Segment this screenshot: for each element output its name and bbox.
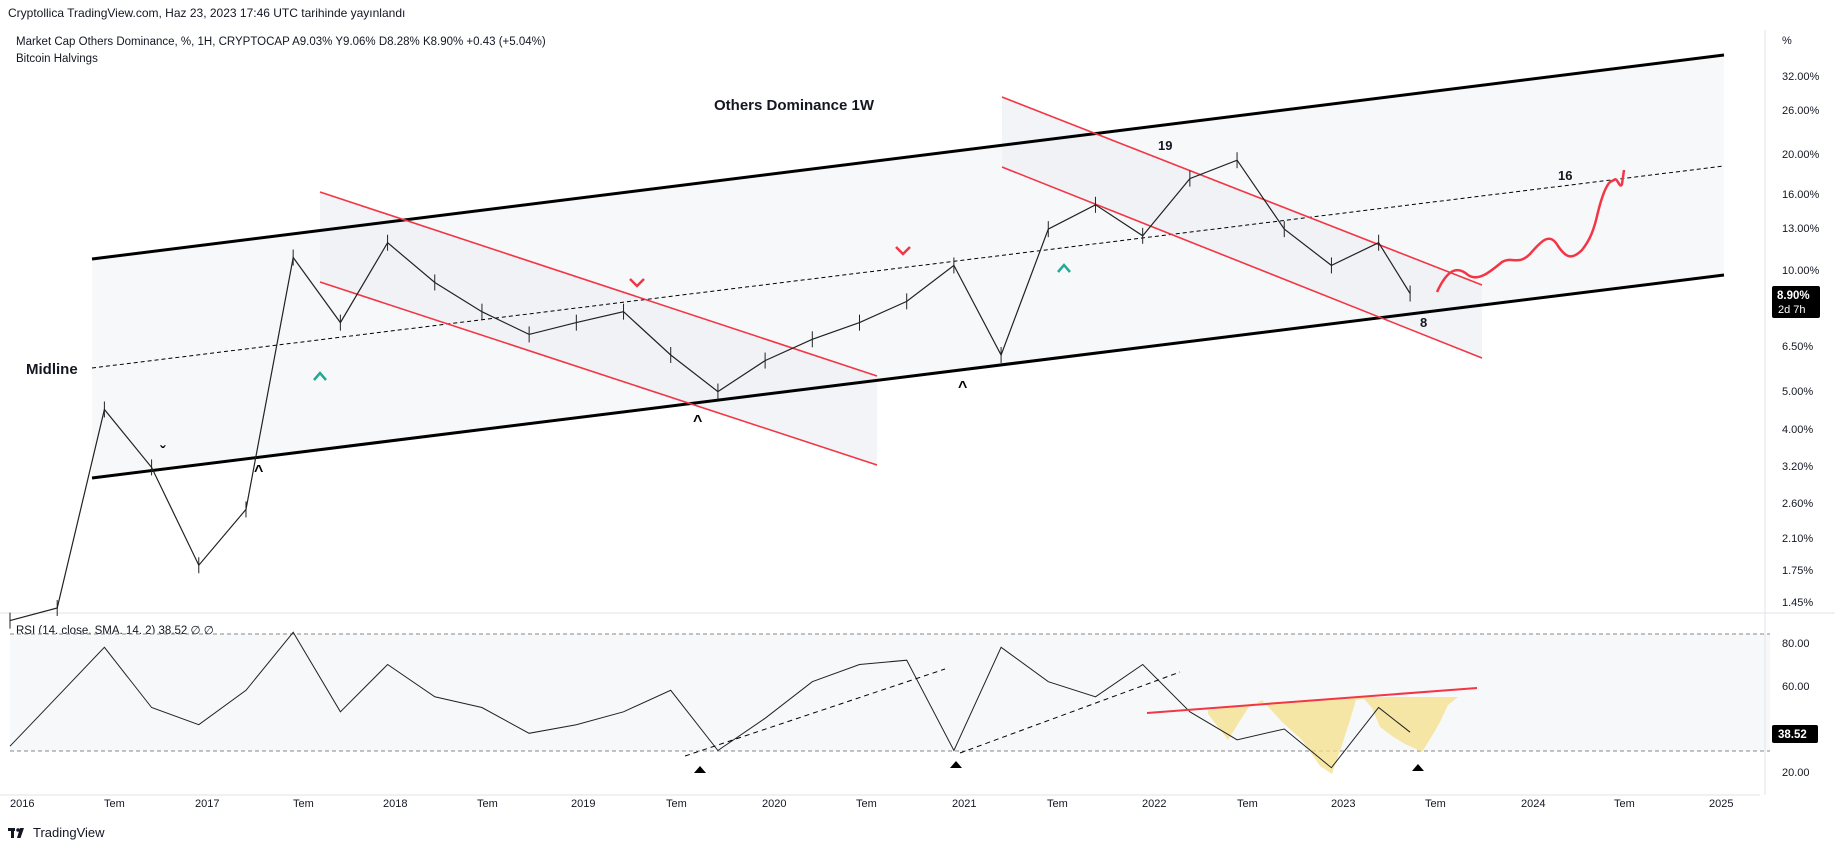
rsi-resistance-line[interactable]	[1146, 687, 1478, 714]
caret-up-marker: ^	[254, 463, 263, 480]
time-tick-label: 2019	[571, 798, 595, 810]
time-tick-label: 2018	[383, 798, 407, 810]
price-tag: 8.90%	[1777, 290, 1810, 302]
time-axis[interactable]: 2016 Tem 2017 Tem 2018 Tem 2019 Tem 2020 Tem 2021 T…	[10, 798, 1733, 810]
rsi-panel-bg	[10, 634, 1770, 751]
price-tick-label: 26.00%	[1782, 105, 1820, 117]
green-up-marker	[1057, 263, 1071, 273]
time-tick-label: Tem	[104, 798, 125, 810]
time-tick-label: Tem	[856, 798, 877, 810]
price-tick-label: 16.00%	[1782, 189, 1820, 201]
rsi-up-triangle	[694, 766, 706, 773]
price-tick-label: 2.10%	[1782, 533, 1813, 545]
target-label[interactable]: 16	[1558, 168, 1572, 183]
channel-zone-right	[1002, 97, 1482, 358]
unit-label: %	[1782, 35, 1792, 47]
time-tick-label: 2017	[195, 798, 219, 810]
red-channel-1-lower[interactable]	[319, 281, 878, 466]
rsi-highlight-zone	[1208, 697, 1458, 774]
rsi-tick-label: 60.00	[1782, 681, 1810, 693]
time-tick-label: Tem	[1425, 798, 1446, 810]
time-tick-label: 2016	[10, 798, 34, 810]
symbol-legend-line[interactable]: Market Cap Others Dominance, %, 1H, CRYP…	[16, 36, 546, 48]
caret-up-marker: ^	[958, 379, 967, 396]
time-tick-label: Tem	[293, 798, 314, 810]
time-tick-label: 2024	[1521, 798, 1545, 810]
price-tick-label: 1.45%	[1782, 597, 1813, 609]
time-tick-label: Tem	[1237, 798, 1258, 810]
projection-curve[interactable]	[1435, 169, 1626, 293]
rsi-up-triangle	[1412, 764, 1424, 771]
price-tick-label: 13.00%	[1782, 223, 1820, 235]
time-tick-label: 2021	[952, 798, 976, 810]
time-tick-label: 2025	[1709, 798, 1733, 810]
time-tick-label: 2020	[762, 798, 786, 810]
price-tick-label: 20.00%	[1782, 149, 1820, 161]
price-tick-label: 32.00%	[1782, 71, 1820, 83]
tradingview-logo-icon	[8, 827, 24, 838]
rsi-tick-label: 80.00	[1782, 638, 1810, 650]
red-channel-1-upper[interactable]	[319, 191, 878, 377]
time-tick-label: Tem	[1047, 798, 1068, 810]
published-line: Cryptollica TradingView.com, Haz 23, 202…	[8, 6, 406, 20]
title-annotation[interactable]: Others Dominance 1W	[714, 97, 875, 114]
footer: TradingView	[8, 825, 105, 840]
channel-midline[interactable]	[91, 165, 1725, 369]
rsi-line[interactable]	[9, 631, 1411, 769]
caret-down-marker: ˇ	[160, 444, 166, 461]
price-tick-label: 4.00%	[1782, 424, 1813, 436]
rsi-trendline[interactable]	[684, 668, 946, 757]
rsi-tick-label: 20.00	[1782, 767, 1810, 779]
time-tick-label: Tem	[477, 798, 498, 810]
price-tick-label: 3.20%	[1782, 461, 1813, 473]
peak-label[interactable]: 19	[1158, 138, 1172, 153]
price-tick-label: 6.50%	[1782, 341, 1813, 353]
red-channel-2-upper[interactable]	[1001, 96, 1483, 286]
channel-upper-line[interactable]	[91, 53, 1725, 261]
time-tick-label: Tem	[1614, 798, 1635, 810]
channel-lower-line[interactable]	[91, 273, 1725, 480]
price-tick-label: 5.00%	[1782, 386, 1813, 398]
time-tick-label: Tem	[666, 798, 687, 810]
rsi-up-triangle	[950, 761, 962, 768]
brand-label: TradingView	[33, 825, 105, 840]
countdown-tag: 2d 7h	[1778, 304, 1806, 316]
rsi-trendline[interactable]	[959, 671, 1181, 754]
low-label[interactable]: 8	[1420, 315, 1427, 330]
midline-label[interactable]: Midline	[26, 361, 78, 378]
green-up-marker	[313, 371, 327, 381]
time-tick-label: 2023	[1331, 798, 1355, 810]
price-axis[interactable]: 32.00% 26.00% 20.00% 16.00% 13.00% 10.00% 6.50…	[1782, 71, 1820, 609]
time-tick-label: 2022	[1142, 798, 1166, 810]
symbol-legend: Market Cap Others Dominance, %, 1H, CRYP…	[16, 34, 546, 68]
price-tag-box	[1772, 286, 1820, 318]
red-channel-2-lower[interactable]	[1001, 166, 1483, 359]
halvings-legend[interactable]: Bitcoin Halvings	[16, 53, 98, 65]
price-tick-label: 2.60%	[1782, 498, 1813, 510]
red-down-marker	[895, 246, 911, 256]
price-line[interactable]	[9, 159, 1411, 622]
caret-up-marker: ^	[693, 413, 702, 430]
red-down-marker	[629, 278, 645, 288]
price-tick-label: 1.75%	[1782, 565, 1813, 577]
rsi-value-tag: 38.52	[1778, 729, 1807, 741]
rsi-value-tag-box	[1772, 725, 1818, 743]
price-tick-label: 10.00%	[1782, 265, 1820, 277]
